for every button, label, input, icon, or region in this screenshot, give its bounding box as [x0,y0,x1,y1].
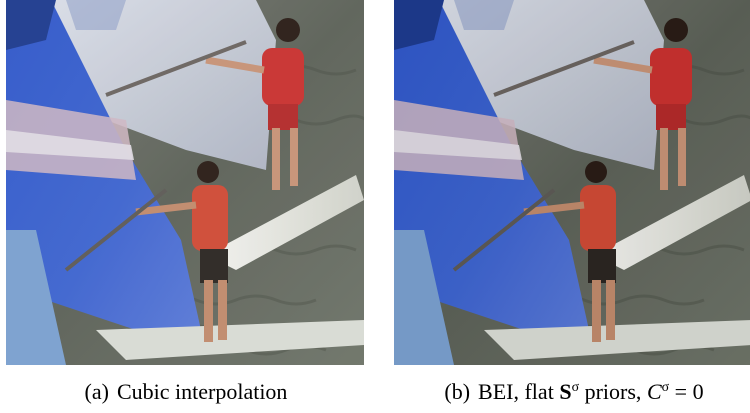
windsurfers-photo-cubic [6,0,364,365]
figure-b [394,0,750,365]
caption-a: (a) Cubic interpolation [6,378,366,406]
figure-a [6,0,366,365]
caption-b-text3: = 0 [669,379,704,404]
windsurfers-photo-bei [394,0,750,365]
caption-b-text2: priors, [579,379,647,404]
caption-a-text: Cubic interpolation [116,379,288,404]
caption-a-label: (a) [84,379,109,404]
caption-b-bold-symbol: S [559,379,572,404]
caption-b-sup1: σ [571,380,580,395]
caption-b-text1: BEI, flat [478,379,560,404]
caption-b-italic-symbol: C [646,379,662,404]
caption-b-sup2: σ [661,380,670,395]
caption-b: (b) BEI, flat Sσ priors, Cσ = 0 [394,378,750,406]
caption-b-label: (b) [444,379,471,404]
